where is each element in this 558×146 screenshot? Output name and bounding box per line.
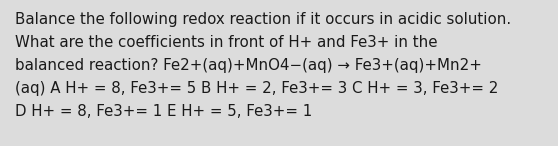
Text: Balance the following redox reaction if it occurs in acidic solution.: Balance the following redox reaction if …	[15, 12, 511, 27]
Text: (aq) A H+ = 8, Fe3+= 5 B H+ = 2, Fe3+= 3 C H+ = 3, Fe3+= 2: (aq) A H+ = 8, Fe3+= 5 B H+ = 2, Fe3+= 3…	[15, 81, 498, 96]
Text: What are the coefficients in front of H+ and Fe3+ in the: What are the coefficients in front of H+…	[15, 35, 437, 50]
Text: D H+ = 8, Fe3+= 1 E H+ = 5, Fe3+= 1: D H+ = 8, Fe3+= 1 E H+ = 5, Fe3+= 1	[15, 104, 312, 119]
Text: balanced reaction? Fe2+(aq)+MnO4−(aq) → Fe3+(aq)+Mn2+: balanced reaction? Fe2+(aq)+MnO4−(aq) → …	[15, 58, 482, 73]
